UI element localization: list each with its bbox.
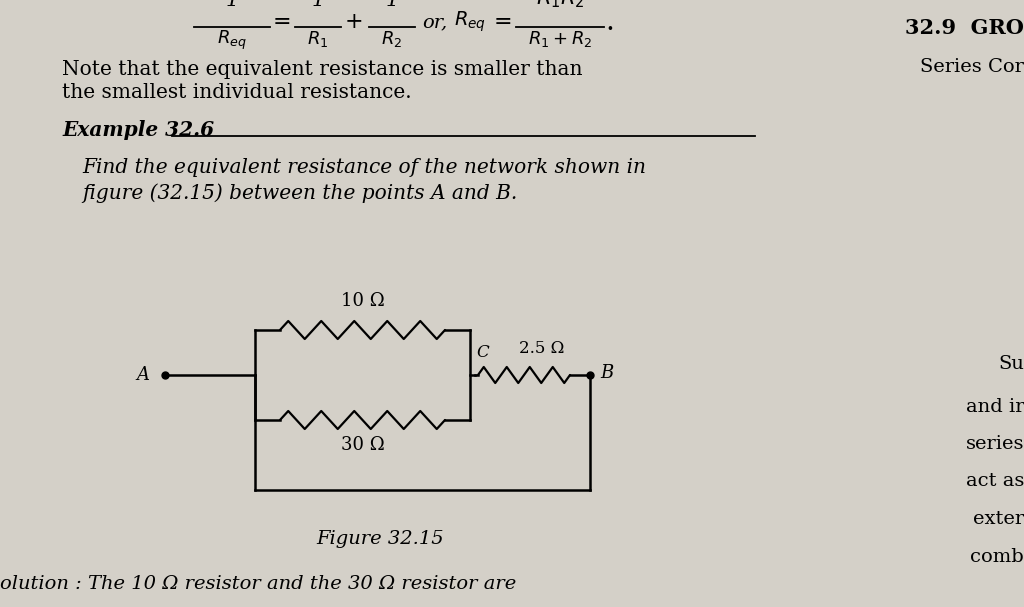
Text: .: . <box>605 8 614 35</box>
Text: 10 Ω: 10 Ω <box>341 292 384 310</box>
Text: +: + <box>345 11 364 33</box>
Text: 32.9  GRO: 32.9 GRO <box>905 18 1024 38</box>
Text: A: A <box>136 366 150 384</box>
Text: or,: or, <box>422 13 447 31</box>
Text: 1: 1 <box>385 0 398 10</box>
Text: =: = <box>272 11 291 33</box>
Text: act as: act as <box>966 472 1024 490</box>
Text: and ir: and ir <box>966 398 1024 416</box>
Text: $R_{eq}$: $R_{eq}$ <box>217 29 247 52</box>
Text: Series Cor: Series Cor <box>921 58 1024 76</box>
Text: $R_1R_2$: $R_1R_2$ <box>536 0 585 10</box>
Text: figure (32.15) between the points A and B.: figure (32.15) between the points A and … <box>82 183 517 203</box>
Text: $R_2$: $R_2$ <box>381 29 402 49</box>
Text: exter: exter <box>973 510 1024 528</box>
Text: 30 Ω: 30 Ω <box>341 436 384 454</box>
Text: the smallest individual resistance.: the smallest individual resistance. <box>62 83 412 102</box>
Text: 1: 1 <box>311 0 325 10</box>
Text: B: B <box>600 364 613 382</box>
Text: $R_{eq}$: $R_{eq}$ <box>454 10 486 34</box>
Text: olution : The 10 Ω resistor and the 30 Ω resistor are: olution : The 10 Ω resistor and the 30 Ω… <box>0 575 516 593</box>
Text: Note that the equivalent resistance is smaller than: Note that the equivalent resistance is s… <box>62 60 583 79</box>
Text: C: C <box>476 344 488 361</box>
Text: Su: Su <box>998 355 1024 373</box>
Text: 2.5 Ω: 2.5 Ω <box>519 340 564 357</box>
Text: comb: comb <box>971 548 1024 566</box>
Text: $R_1+R_2$: $R_1+R_2$ <box>527 29 592 49</box>
Text: Find the equivalent resistance of the network shown in: Find the equivalent resistance of the ne… <box>82 158 646 177</box>
Text: series: series <box>966 435 1024 453</box>
Text: Figure 32.15: Figure 32.15 <box>316 530 443 548</box>
Text: =: = <box>494 11 512 33</box>
Text: Example 32.6: Example 32.6 <box>62 120 214 140</box>
Text: 1: 1 <box>225 0 239 10</box>
Text: $R_1$: $R_1$ <box>307 29 329 49</box>
